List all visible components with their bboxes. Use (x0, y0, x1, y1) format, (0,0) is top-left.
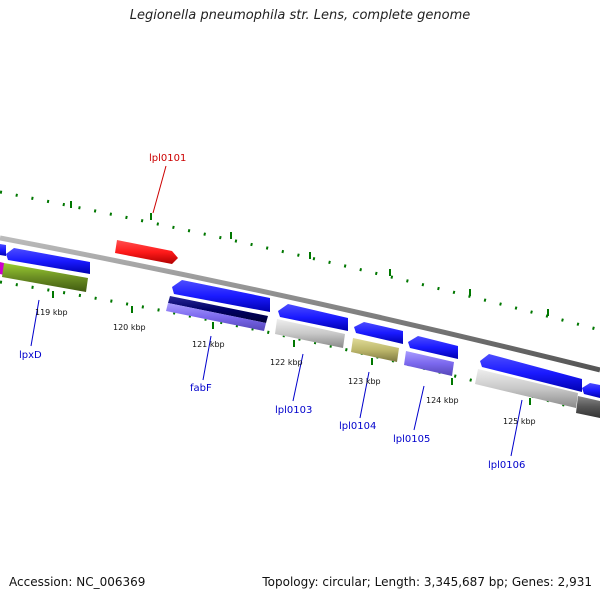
tick-label: 120 kbp (113, 323, 146, 332)
cog-feature[interactable] (475, 369, 578, 408)
gene-label-fabF[interactable]: fabF (190, 383, 212, 394)
inner-major-ticks (52, 291, 531, 405)
tick-label: 121 kbp (192, 340, 225, 349)
cog-feature[interactable] (275, 319, 345, 348)
inner-scale-track (0, 280, 600, 417)
tick-label: 125 kbp (503, 417, 536, 426)
gene-label-lpl0105[interactable]: lpl0105 (393, 434, 430, 445)
tick-label: 122 kbp (270, 358, 303, 367)
outer-major-ticks (70, 201, 549, 316)
gene-labels: lpl0101 lpxD fabF lpl0103 lpl0104 lpl010… (19, 153, 525, 471)
cds-feature[interactable] (408, 336, 458, 359)
cds-feature[interactable] (278, 304, 348, 331)
gene-label-lpl0101[interactable]: lpl0101 (149, 153, 186, 164)
cds-feature-lpl0101[interactable] (115, 240, 178, 264)
accession-text: Accession: NC_006369 (9, 575, 146, 589)
map-title: Legionella pneumophila str. Lens, comple… (129, 8, 471, 23)
tick-label: 124 kbp (426, 396, 459, 405)
cds-feature[interactable] (0, 244, 6, 256)
gene-label-lpl0104[interactable]: lpl0104 (339, 421, 376, 432)
cog-feature[interactable] (166, 303, 266, 331)
cds-feature[interactable] (6, 248, 90, 274)
genome-backbone (0, 235, 600, 373)
cds-feature[interactable] (354, 322, 403, 344)
cog-feature[interactable] (2, 263, 88, 292)
cds-feature[interactable] (480, 354, 582, 392)
gene-label-lpl0103[interactable]: lpl0103 (275, 405, 312, 416)
cds-feature[interactable] (582, 383, 600, 398)
gene-label-lpl0106[interactable]: lpl0106 (488, 460, 525, 471)
topology-text: Topology: circular; Length: 3,345,687 bp… (262, 575, 592, 589)
cog-feature[interactable] (351, 338, 399, 362)
outer-scale-track (0, 190, 600, 332)
cog-feature[interactable] (404, 351, 454, 376)
forward-cds-features (0, 244, 600, 398)
cog-feature[interactable] (168, 296, 268, 323)
gene-label-lpxD[interactable]: lpxD (19, 350, 42, 361)
cds-feature[interactable] (172, 280, 270, 312)
label-leaders (30, 165, 523, 457)
cog-feature[interactable] (576, 396, 600, 418)
tick-label: 123 kbp (348, 377, 381, 386)
cog-features (0, 262, 600, 418)
tick-label: 119 kbp (35, 308, 68, 317)
tick-labels: 119 kbp 120 kbp 121 kbp 122 kbp 123 kbp … (35, 308, 536, 426)
